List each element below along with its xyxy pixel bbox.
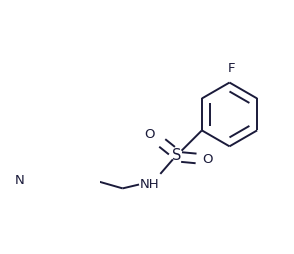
Text: O: O (203, 153, 213, 166)
Text: S: S (172, 148, 181, 163)
Text: O: O (144, 128, 155, 141)
Text: N: N (14, 174, 24, 187)
Text: NH: NH (140, 178, 159, 191)
Text: F: F (228, 62, 235, 75)
